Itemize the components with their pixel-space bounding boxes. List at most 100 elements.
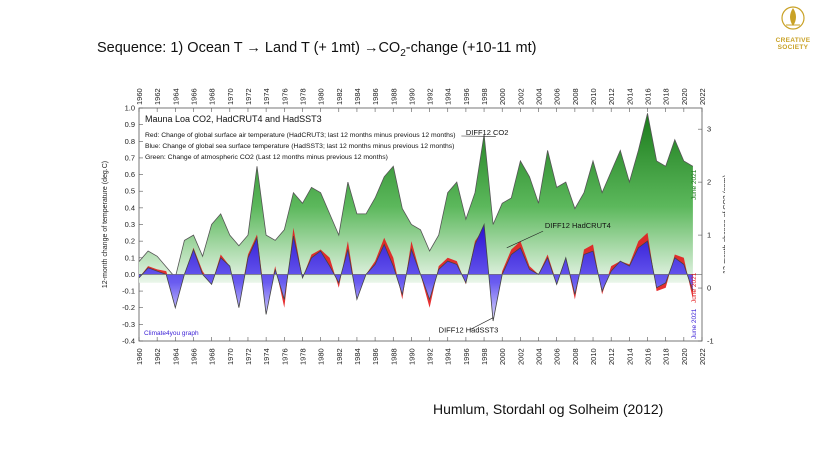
y-tick-label-left: -0.2	[122, 303, 135, 312]
x-tick-label-bottom: 1972	[244, 348, 253, 365]
hadsst-leader-line	[470, 317, 494, 330]
series-co2-area	[139, 113, 693, 283]
chart-title: Mauna Loa CO2, HadCRUT4 and HadSST3	[145, 114, 322, 124]
x-tick-label-top: 2006	[553, 88, 562, 105]
sequence-mid: Land T (+ 1mt)	[260, 40, 364, 56]
x-tick-label-bottom: 1962	[153, 348, 162, 365]
x-tick-label-bottom: 2020	[680, 348, 689, 365]
x-tick-label-bottom: 2004	[535, 348, 544, 365]
y-tick-label-left: 0.1	[125, 253, 135, 262]
y-tick-label-left: 0.0	[125, 270, 135, 279]
chart-note: Red: Change of global surface air temper…	[145, 132, 456, 139]
x-tick-label-top: 1990	[407, 88, 416, 105]
x-tick-label-top: 1980	[317, 88, 326, 105]
y-tick-label-left: 0.4	[125, 203, 135, 212]
x-tick-label-bottom: 1960	[135, 348, 144, 365]
x-tick-label-top: 1964	[171, 88, 180, 105]
x-tick-label-bottom: 1964	[171, 348, 180, 365]
june-label-red: June 2021	[691, 272, 698, 303]
x-tick-label-bottom: 1998	[480, 348, 489, 365]
x-tick-label-bottom: 2008	[571, 348, 580, 365]
y-tick-label-left: 0.6	[125, 170, 135, 179]
y-tick-label-right: 3	[707, 125, 711, 134]
x-tick-label-bottom: 1968	[208, 348, 217, 365]
x-tick-label-bottom: 2012	[607, 348, 616, 365]
arrow-right-icon: →	[246, 40, 261, 56]
y-tick-label-left: 0.2	[125, 237, 135, 246]
x-tick-label-top: 2004	[535, 88, 544, 105]
sequence-co2: CO	[378, 40, 401, 56]
x-tick-label-bottom: 2006	[553, 348, 562, 365]
x-tick-label-top: 1966	[189, 88, 198, 105]
x-tick-label-top: 2014	[625, 88, 634, 105]
y-tick-label-right: 2	[707, 178, 711, 187]
x-tick-label-bottom: 2016	[644, 348, 653, 365]
x-tick-label-bottom: 1992	[426, 348, 435, 365]
x-tick-label-bottom: 1996	[462, 348, 471, 365]
y-tick-label-left: 1.0	[125, 104, 135, 113]
arrow-right-icon: →	[363, 40, 379, 56]
logo-line2: SOCIETY	[777, 44, 809, 51]
x-tick-label-bottom: 2014	[625, 348, 634, 365]
x-tick-label-bottom: 2010	[589, 348, 598, 365]
x-tick-label-bottom: 1980	[317, 348, 326, 365]
sequence-heading: Sequence: 1) Ocean T → Land T (+ 1mt) →C…	[97, 40, 536, 59]
x-tick-label-top: 2010	[589, 88, 598, 105]
logo-line1: CREATIVE	[775, 37, 811, 44]
x-tick-label-top: 1986	[371, 88, 380, 105]
x-tick-label-top: 2022	[698, 88, 707, 105]
sequence-suffix: -change (+10-11 mt)	[405, 40, 537, 56]
x-tick-label-top: 1982	[335, 88, 344, 105]
x-tick-label-top: 2012	[607, 88, 616, 105]
x-tick-label-bottom: 1966	[189, 348, 198, 365]
citation-credit: Humlum, Stordahl og Solheim (2012)	[433, 401, 664, 417]
y-tick-label-left: 0.7	[125, 153, 135, 162]
y-tick-label-left: -0.3	[122, 320, 135, 329]
x-tick-label-top: 1974	[262, 88, 271, 105]
june-label-blue: June 2021	[691, 308, 698, 339]
y-tick-label-left: 0.5	[125, 187, 135, 196]
x-tick-label-top: 1970	[226, 88, 235, 105]
annotation-hadsst3: DIFF12 HadSST3	[439, 326, 499, 335]
x-tick-label-bottom: 1994	[444, 348, 453, 365]
y-tick-label-right: -1	[707, 337, 714, 346]
y-tick-label-left: -0.4	[122, 337, 135, 346]
x-tick-label-bottom: 1978	[298, 348, 307, 365]
hadcrut-leader-line	[506, 230, 544, 249]
x-tick-label-top: 2020	[680, 88, 689, 105]
x-tick-label-bottom: 1976	[280, 348, 289, 365]
creative-society-logo: CREATIVE SOCIETY	[768, 4, 818, 51]
y-tick-label-left: -0.1	[122, 287, 135, 296]
y-tick-label-left: 0.3	[125, 220, 135, 229]
x-tick-label-top: 2000	[498, 88, 507, 105]
sequence-co2-subscript: 2	[400, 47, 406, 59]
x-tick-label-bottom: 1986	[371, 348, 380, 365]
x-tick-label-top: 1996	[462, 88, 471, 105]
june-label-green: June 2021	[691, 169, 698, 200]
x-tick-label-top: 1962	[153, 88, 162, 105]
x-tick-label-top: 1992	[426, 88, 435, 105]
y-tick-label-left: 0.9	[125, 120, 135, 129]
series-co2-line	[138, 113, 694, 279]
x-tick-label-bottom: 2018	[662, 348, 671, 365]
x-tick-label-top: 1978	[298, 88, 307, 105]
annotation-co2: DIFF12 CO2	[466, 128, 509, 137]
x-tick-label-top: 1976	[280, 88, 289, 105]
series-hadsst3-area	[139, 224, 693, 321]
x-tick-label-top: 2018	[662, 88, 671, 105]
sequence-prefix: Sequence: 1) Ocean T	[97, 40, 247, 56]
chart-note: Blue: Change of global sea surface tempe…	[145, 143, 454, 150]
co2-temperature-chart: 1960 1960 1962 1962 1964 1964 1966 1966 1968 1968…	[102, 88, 725, 365]
annotation-hadcrut4: DIFF12 HadCRUT4	[545, 221, 611, 230]
flame-emblem-icon	[781, 6, 805, 30]
x-tick-label-top: 1998	[480, 88, 489, 105]
x-tick-label-top: 1968	[208, 88, 217, 105]
x-tick-label-bottom: 1970	[226, 348, 235, 365]
chart-note: Green: Change of atmospheric CO2 (Last 1…	[145, 154, 388, 161]
y-axis-title-left: 12-month change of temperature (deg.C)	[102, 161, 109, 288]
x-tick-label-bottom: 1984	[353, 348, 362, 365]
x-tick-label-bottom: 1982	[335, 348, 344, 365]
x-tick-label-top: 1988	[389, 88, 398, 105]
x-tick-label-top: 1984	[353, 88, 362, 105]
series-hadsst3-line	[138, 222, 694, 322]
